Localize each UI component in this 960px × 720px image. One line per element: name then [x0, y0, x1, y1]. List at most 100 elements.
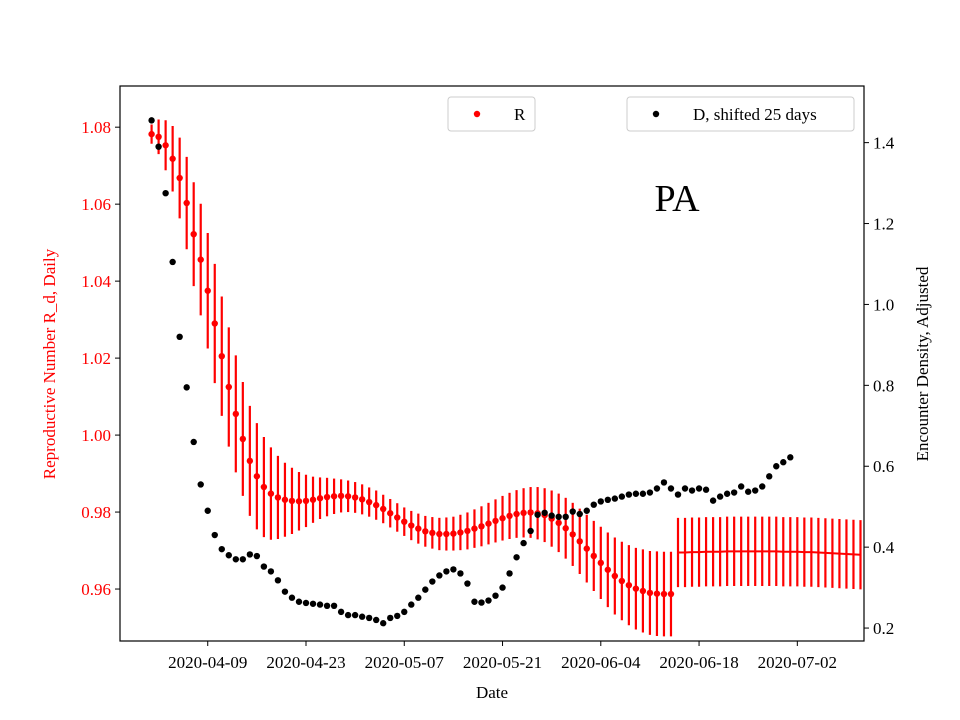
r-point [162, 142, 169, 149]
d-point [611, 495, 619, 502]
y-left-tick-label: 1.00 [81, 426, 111, 445]
x-tick-label: 2020-07-02 [758, 653, 837, 672]
y-left-tick-label: 1.02 [81, 349, 111, 368]
d-point [337, 608, 345, 616]
r-point [232, 410, 240, 418]
d-point [246, 551, 254, 558]
chart-title: PA [654, 178, 700, 220]
r-point [183, 199, 190, 207]
y-left-tick-label: 1.06 [81, 195, 111, 214]
legend-d-label: D, shifted 25 days [693, 105, 817, 124]
y-right-tick-label: 1.2 [873, 215, 894, 234]
d-point [344, 611, 352, 619]
d-point [506, 570, 513, 577]
d-point [380, 620, 387, 627]
d-point [358, 613, 366, 620]
d-point [387, 614, 394, 622]
d-point [415, 594, 422, 601]
d-point [408, 601, 415, 608]
r-point [618, 577, 626, 585]
r-point [176, 174, 183, 182]
y-right-tick-label: 0.4 [873, 538, 895, 557]
r-point [450, 530, 457, 537]
d-point [253, 552, 261, 560]
d-point [499, 584, 506, 591]
r-point [253, 473, 261, 480]
d-point [464, 580, 471, 587]
d-point [527, 527, 534, 535]
d-point [148, 117, 155, 124]
d-point [534, 511, 541, 518]
r-point [225, 383, 232, 391]
y-right-tick-label: 0.6 [873, 457, 894, 476]
d-point [211, 531, 218, 539]
d-point [646, 489, 654, 496]
d-point [288, 594, 296, 601]
r-point [267, 490, 275, 497]
r-point [667, 590, 675, 598]
r-point [653, 590, 661, 597]
r-point [155, 133, 162, 141]
r-point [625, 581, 633, 589]
y-left-tick-label: 1.04 [81, 272, 111, 291]
r-point [281, 496, 289, 503]
r-point [576, 538, 583, 545]
r-point [394, 514, 401, 521]
d-point [190, 438, 197, 446]
r-point [646, 589, 654, 597]
r-point [506, 512, 513, 520]
d-point [225, 552, 232, 559]
d-point [422, 586, 429, 593]
d-point [555, 513, 562, 521]
r-point [401, 518, 408, 525]
d-point [162, 189, 169, 197]
d-point [766, 473, 773, 480]
x-tick-label: 2020-04-23 [266, 653, 345, 672]
r-point [302, 497, 310, 505]
r-point [351, 494, 359, 501]
d-point [520, 539, 527, 547]
y-right-tick-label: 1.0 [873, 295, 894, 314]
d-point [330, 602, 338, 610]
d-point [709, 497, 717, 504]
d-point [197, 481, 204, 488]
x-tick-label: 2020-06-04 [561, 653, 641, 672]
r-point [365, 498, 373, 506]
d-point [492, 592, 499, 599]
d-point [281, 588, 289, 595]
r-point [562, 525, 569, 532]
d-point [302, 599, 310, 607]
x-axis-label: Date [476, 683, 508, 702]
r-point [415, 525, 422, 532]
d-point [681, 485, 689, 492]
d-point [674, 491, 682, 498]
d-point [239, 556, 247, 563]
r-point [464, 527, 471, 535]
d-point [723, 490, 731, 497]
r-point [583, 545, 590, 552]
r-points [148, 130, 675, 598]
d-point [716, 493, 724, 500]
y-left-tick-label: 0.98 [81, 503, 111, 522]
r-point [330, 493, 338, 500]
d-point [443, 568, 450, 575]
d-point [632, 490, 640, 497]
d-point [309, 600, 317, 607]
d-point [204, 507, 211, 514]
d-point [274, 577, 282, 584]
r-point [520, 509, 527, 517]
d-point [218, 545, 225, 553]
d-point [780, 459, 787, 466]
d-point [583, 507, 590, 514]
y-right-tick-label: 0.8 [873, 376, 894, 395]
d-point [541, 509, 548, 516]
r-point [211, 320, 218, 327]
r-point [429, 529, 436, 537]
d-point [323, 602, 331, 610]
d-point [450, 566, 457, 573]
r-point [471, 525, 478, 532]
r-point [422, 528, 429, 535]
d-point [316, 601, 324, 608]
d-point [548, 512, 555, 519]
y-left-tick-label: 1.08 [81, 118, 111, 137]
